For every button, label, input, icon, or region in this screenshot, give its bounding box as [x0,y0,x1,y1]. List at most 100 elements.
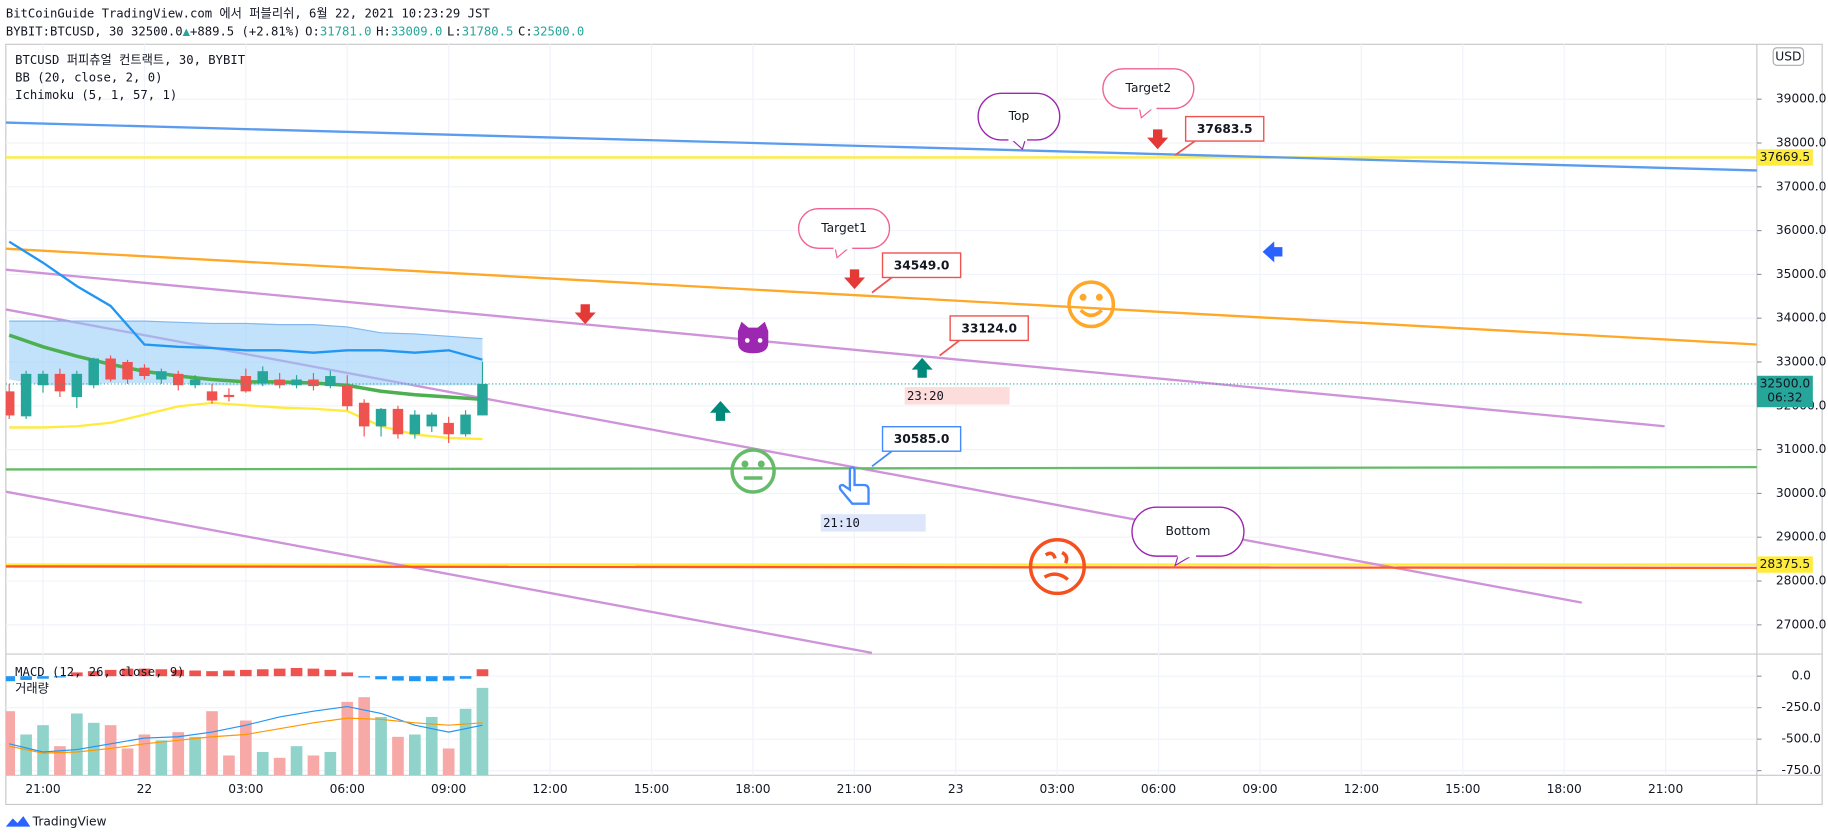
candle-body [443,422,454,435]
level-tag [1756,149,1813,166]
histogram-bar [256,669,269,677]
change-arrow: ▲ [183,24,191,38]
volume-bar [206,711,218,776]
sell-arrow [574,304,596,325]
histogram-bar [37,676,49,679]
candle-body [223,394,235,398]
histogram-bar [290,667,303,677]
ohlc-value: 33009.0 [391,24,443,38]
trend-line [5,268,1665,428]
candle-body [54,373,66,392]
trend-line [5,247,1757,346]
bubble-text: Top [1008,109,1030,123]
candle-body [392,408,404,435]
candle-body [172,373,184,386]
volume-bar [341,701,354,776]
candle-body [71,373,83,398]
x-tick-label: 06:00 [330,782,365,796]
sell-arrow [1147,129,1169,150]
histogram-bar [155,669,168,677]
symbol-info: BYBIT:BTCUSD, 30 32500.0▲+889.5 (+2.81%)… [6,24,584,38]
histogram-bar [392,676,404,681]
volume-bar [121,748,134,776]
histogram-bar [324,669,337,677]
volume-bar [442,748,455,776]
devil-icon [737,321,769,354]
level-tag [1756,556,1813,573]
bubble-mask [1177,552,1197,558]
callout-pointer [871,276,893,294]
x-tick-label: 03:00 [1040,782,1075,796]
volume-bar [290,746,303,776]
price-callout [881,426,962,452]
indicator-line [9,401,483,441]
candle-body [189,379,201,386]
candle-body [206,391,218,401]
candle-body [20,373,32,417]
histogram-bar [20,676,32,680]
study-legend: BTCUSD 퍼피츄얼 컨트랙트, 30, BYBIT [15,53,246,67]
y-tick-label: 27000.0 [1776,617,1827,631]
volume-bar [172,732,185,776]
trend-line [5,465,1757,471]
histogram-bar [104,669,117,677]
histogram-bar [341,672,354,677]
trend-line [5,565,1757,570]
callout-text: 37683.5 [1197,122,1253,136]
histogram-bar [375,676,387,680]
candle-body [88,358,99,386]
volume-bar [54,746,66,776]
ohlc-label: C: [518,24,533,38]
last-price-label: 32500.0 [1760,376,1811,390]
last-price-tag [1756,375,1813,408]
ohlc-label: L: [447,24,462,38]
callout-pointer [871,450,893,468]
time-box-text: 21:10 [823,516,860,530]
ohlc-value: 31780.5 [462,24,514,38]
macd-line [9,717,483,754]
histogram-bar [189,670,201,677]
volume-bar [392,736,404,776]
tradingview-logo: TradingView [5,814,107,828]
currency: USD [1775,50,1801,64]
candle-body [375,408,387,427]
chart-frame [5,43,1823,806]
x-tick-label: 18:00 [735,782,770,796]
bubble-text: Target1 [820,221,867,235]
y-tick-label: -500.0 [1781,732,1820,746]
ohlc-value: 32500.0 [533,24,585,38]
bubble-mask [833,244,853,250]
candle-body [477,383,488,416]
volume-bar [37,725,49,776]
x-tick-label: 21:00 [837,782,872,796]
volume-bar [358,697,370,776]
candle-body [358,402,370,427]
time-box [904,387,1010,405]
histogram-bar [442,676,455,681]
time-box-text: 23:20 [907,389,944,403]
volume-bar [409,734,421,776]
x-tick-label: 15:00 [1445,782,1480,796]
y-tick-label: 28000.0 [1776,574,1827,588]
sell-arrow [844,269,866,290]
volume-bar [5,711,16,776]
price-callout [881,252,962,279]
y-tick-label: 29000.0 [1776,530,1827,544]
price-pane [5,121,1757,655]
histogram-bar [121,668,134,677]
x-tick-label: 18:00 [1547,782,1582,796]
ohlc-label: O: [305,24,320,38]
change: +889.5 (+2.81%) [190,24,300,38]
annotations: Top Target2 Target1 Bottom 37683.5 34549.0 331… [574,68,1283,596]
y-tick-label: 0.0 [1791,669,1810,683]
neutral-icon [730,448,776,494]
y-tick-label: 38000.0 [1776,135,1827,149]
histogram-bar [476,669,489,677]
y-tick-label: 39000.0 [1776,92,1827,106]
callout-text: 34549.0 [894,258,950,272]
y-tick-label: 37000.0 [1776,179,1827,193]
callout-text: 33124.0 [961,321,1017,335]
candle-body [105,358,116,380]
study-legend: MACD (12, 26, close, 9) [15,665,184,679]
